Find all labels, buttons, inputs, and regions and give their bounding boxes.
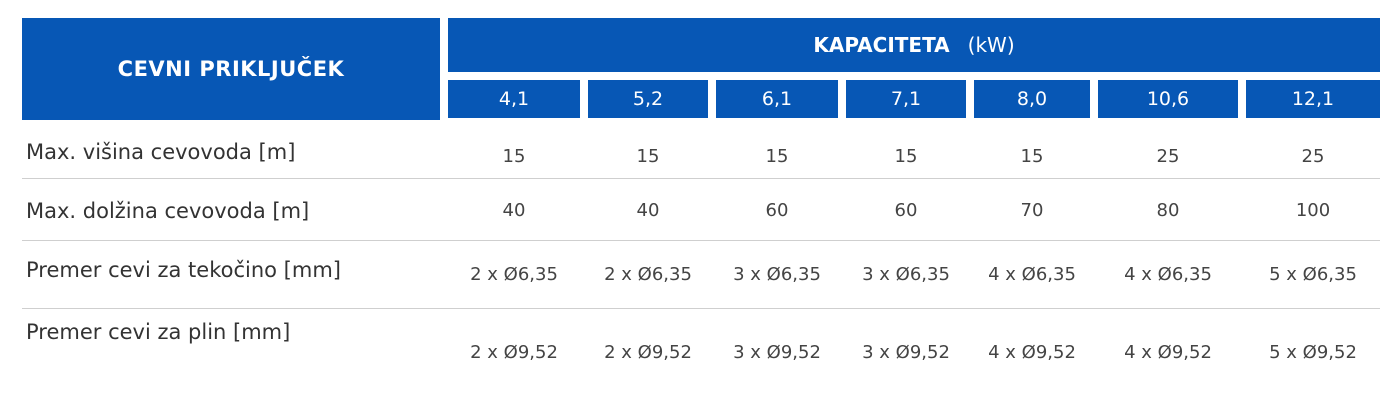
capacity-cell: 6,1 — [716, 80, 838, 118]
cell-value: 2 x Ø6,35 — [604, 264, 692, 285]
cell-value: 25 — [1156, 146, 1180, 167]
capacity-cell: 5,2 — [588, 80, 708, 118]
cell-value: 3 x Ø9,52 — [733, 342, 821, 363]
row-divider — [22, 240, 1380, 241]
cell-value: 15 — [502, 146, 526, 167]
cell-value: 60 — [765, 200, 789, 221]
cell-value: 15 — [765, 146, 789, 167]
row-label: Max. dolžina cevovoda [m] — [26, 199, 310, 223]
row-divider — [22, 178, 1380, 179]
cell-value: 3 x Ø6,35 — [733, 264, 821, 285]
cell-value: 2 x Ø9,52 — [604, 342, 692, 363]
capacity-cell: 8,0 — [974, 80, 1090, 118]
row-label: Premer cevi za plin [mm] — [26, 320, 291, 344]
row-header: CEVNI PRIKLJUČEK — [117, 57, 345, 81]
capacity-cell: 10,6 — [1098, 80, 1238, 118]
capacity-cell: 7,1 — [846, 80, 966, 118]
row-header-cell: CEVNI PRIKLJUČEK — [22, 18, 440, 120]
capacity-header-cell: KAPACITETA (kW) — [448, 18, 1380, 72]
row-label: Premer cevi za tekočino [mm] — [26, 258, 341, 282]
capacity-cell: 4,1 — [448, 80, 580, 118]
row-divider — [22, 308, 1380, 309]
cell-value: 4 x Ø6,35 — [1124, 264, 1212, 285]
cell-value: 2 x Ø6,35 — [470, 264, 558, 285]
cell-value: 70 — [1020, 200, 1044, 221]
cell-value: 3 x Ø9,52 — [862, 342, 950, 363]
cell-value: 5 x Ø9,52 — [1269, 342, 1357, 363]
cell-value: 15 — [636, 146, 660, 167]
cell-value: 25 — [1301, 146, 1325, 167]
cell-value: 40 — [502, 200, 526, 221]
cell-value: 2 x Ø9,52 — [470, 342, 558, 363]
cell-value: 4 x Ø9,52 — [988, 342, 1076, 363]
capacity-title: KAPACITETA — [813, 33, 950, 57]
cell-value: 15 — [894, 146, 918, 167]
cell-value: 100 — [1295, 200, 1331, 221]
cell-value: 40 — [636, 200, 660, 221]
capacity-unit: (kW) — [967, 33, 1015, 57]
cell-value: 5 x Ø6,35 — [1269, 264, 1357, 285]
cell-value: 15 — [1020, 146, 1044, 167]
cell-value: 60 — [894, 200, 918, 221]
cell-value: 80 — [1156, 200, 1180, 221]
cell-value: 4 x Ø6,35 — [988, 264, 1076, 285]
cell-value: 3 x Ø6,35 — [862, 264, 950, 285]
cell-value: 4 x Ø9,52 — [1124, 342, 1212, 363]
row-label: Max. višina cevovoda [m] — [26, 140, 296, 164]
capacity-cell: 12,1 — [1246, 80, 1380, 118]
